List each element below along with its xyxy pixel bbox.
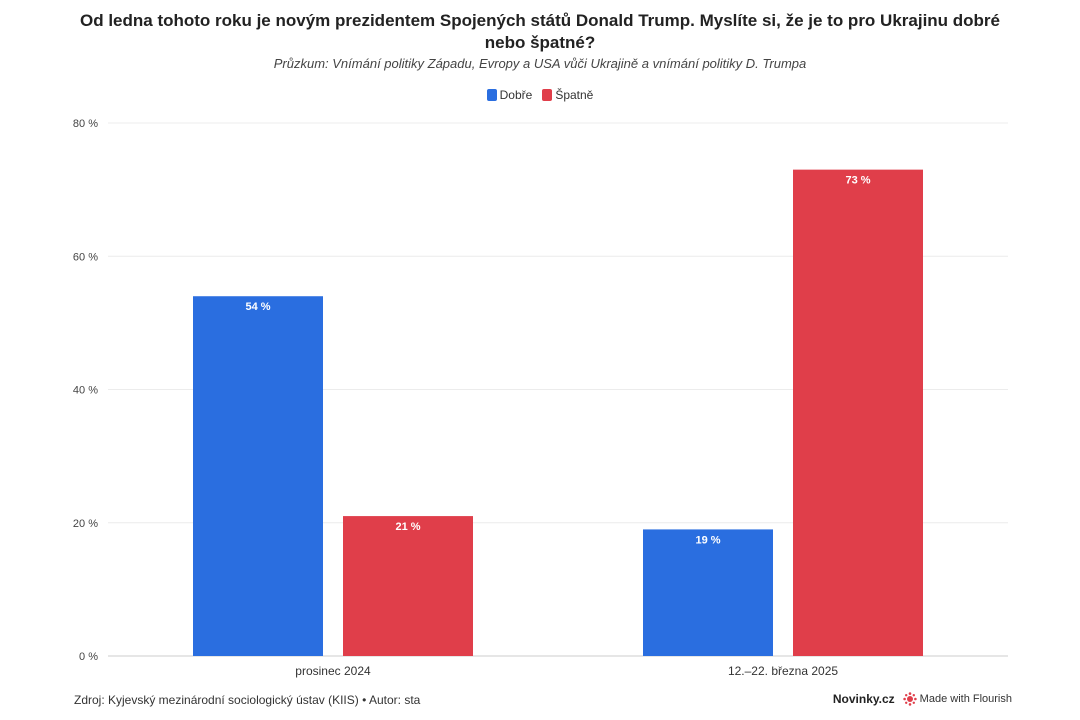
legend-label-dobre: Dobře (499, 88, 533, 102)
bar-dobre (193, 296, 323, 656)
legend-swatch-spatne (542, 89, 553, 101)
legend-item-dobre[interactable]: Dobře (486, 88, 533, 102)
legend-item-spatne[interactable]: Špatně (542, 88, 593, 102)
data-label: 21 % (395, 521, 420, 533)
chart-title: Od ledna tohoto roku je novým prezidente… (79, 11, 1001, 52)
y-tick-label: 40 % (73, 385, 98, 397)
footer-branding: Novinky.cz Made with Flourish (833, 692, 1012, 706)
bar-dobre (643, 529, 773, 656)
legend: Dobře Špatně (0, 88, 1080, 102)
y-tick-label: 60 % (73, 251, 98, 263)
brand-logo[interactable]: Novinky.cz (832, 692, 895, 706)
x-tick-label: prosinec 2024 (295, 664, 371, 678)
flourish-credit[interactable]: Made with Flourish (902, 692, 1012, 706)
legend-label-spatne: Špatně (555, 88, 594, 102)
y-tick-label: 0 % (79, 651, 98, 663)
x-tick-label: 12.–22. března 2025 (728, 664, 838, 678)
bar-spatne (793, 169, 923, 656)
bar-spatne (343, 516, 473, 656)
data-label: 54 % (245, 301, 270, 313)
source-credit: Zdroj: Kyjevský mezinárodní sociologický… (74, 693, 421, 707)
legend-swatch-dobre (486, 89, 497, 101)
flourish-label: Made with Flourish (919, 693, 1012, 705)
data-label: 73 % (845, 175, 870, 187)
y-tick-label: 20 % (73, 518, 98, 530)
data-label: 19 % (695, 534, 720, 546)
flourish-icon (902, 692, 917, 706)
chart-subtitle: Průzkum: Vnímání politiky Západu, Evropy… (273, 56, 807, 71)
y-tick-label: 80 % (73, 118, 98, 130)
